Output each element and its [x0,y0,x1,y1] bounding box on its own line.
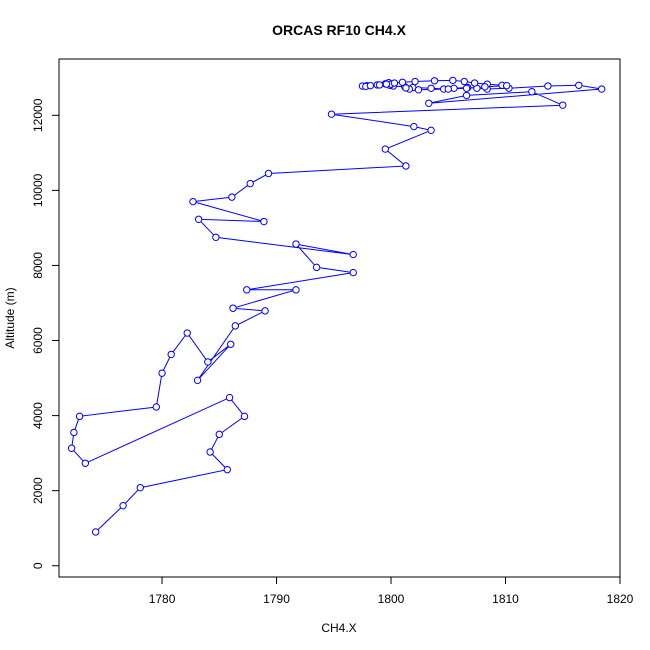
data-point [240,412,249,421]
data-point [228,193,236,201]
data-point [575,81,583,89]
y-axis-label: Altitude (m) [3,287,17,348]
data-point [528,87,536,96]
data-point [411,77,419,86]
data-point [206,448,214,456]
data-point [470,79,479,87]
x-tick-label: 1800 [378,592,405,606]
y-tick-label: 6000 [31,327,45,354]
data-point [243,286,251,294]
data-point [189,197,197,206]
data-point [223,465,232,474]
data-point [375,81,384,89]
data-point [460,77,468,86]
data-point [81,459,90,467]
data-point [212,233,220,241]
data-point [229,304,237,312]
data-point [402,162,410,170]
chart-title: ORCAS RF10 CH4.X [272,22,406,38]
data-point [312,263,321,272]
data-point [261,307,269,315]
data-point [246,179,254,188]
data-point [152,403,161,411]
data-point [481,83,489,91]
data-point [366,81,375,90]
data-point [183,329,191,337]
data-point [425,99,433,107]
data-point [194,215,203,223]
data-point [215,430,223,439]
data-point [449,76,457,85]
data-point [292,240,300,248]
x-axis-label: CH4.X [321,621,356,635]
data-point [430,77,439,85]
data-point [390,79,399,87]
data-point [231,322,240,330]
data-point [544,82,552,90]
y-tick-label: 0 [31,562,45,569]
data-point [158,369,166,377]
y-tick-label: 8000 [31,252,45,279]
data-point [402,84,410,92]
x-tick-label: 1820 [607,592,634,606]
y-axis: 0 2000 4000 6000 8000 10000 12000 [31,98,60,569]
data-point [382,80,391,88]
data-point [349,268,357,277]
data-point [225,393,234,402]
data-point [462,91,471,100]
data-point [502,81,511,90]
data-point [410,122,418,131]
data-point [136,483,144,492]
data-point [381,145,389,153]
x-tick-label: 1810 [492,592,519,606]
data-point [204,358,212,366]
y-tick-label: 4000 [31,402,45,429]
data-point [559,101,567,109]
x-tick-label: 1780 [149,592,176,606]
data-point [398,78,407,86]
data-point [227,340,235,348]
data-point [414,86,423,94]
data-point [327,110,336,118]
data-point [193,376,202,385]
series-layer [67,76,606,536]
data-point [427,84,435,92]
data-point [260,217,268,226]
data-point [427,126,435,135]
data-point [91,528,100,536]
x-axis: 1780 1790 1800 1810 1820 [149,576,634,606]
y-tick-label: 2000 [31,477,45,504]
data-point [264,169,273,178]
data-point [292,286,300,294]
data-point [119,501,127,510]
y-tick-label: 12000 [31,98,45,132]
x-tick-label: 1790 [263,592,290,606]
data-point [444,85,452,93]
data-point [70,428,78,437]
data-point [167,350,175,359]
data-point [462,84,471,92]
data-point [75,412,84,421]
data-point [597,85,606,93]
data-point [67,444,76,452]
data-point [349,250,357,259]
y-tick-label: 10000 [31,173,45,207]
